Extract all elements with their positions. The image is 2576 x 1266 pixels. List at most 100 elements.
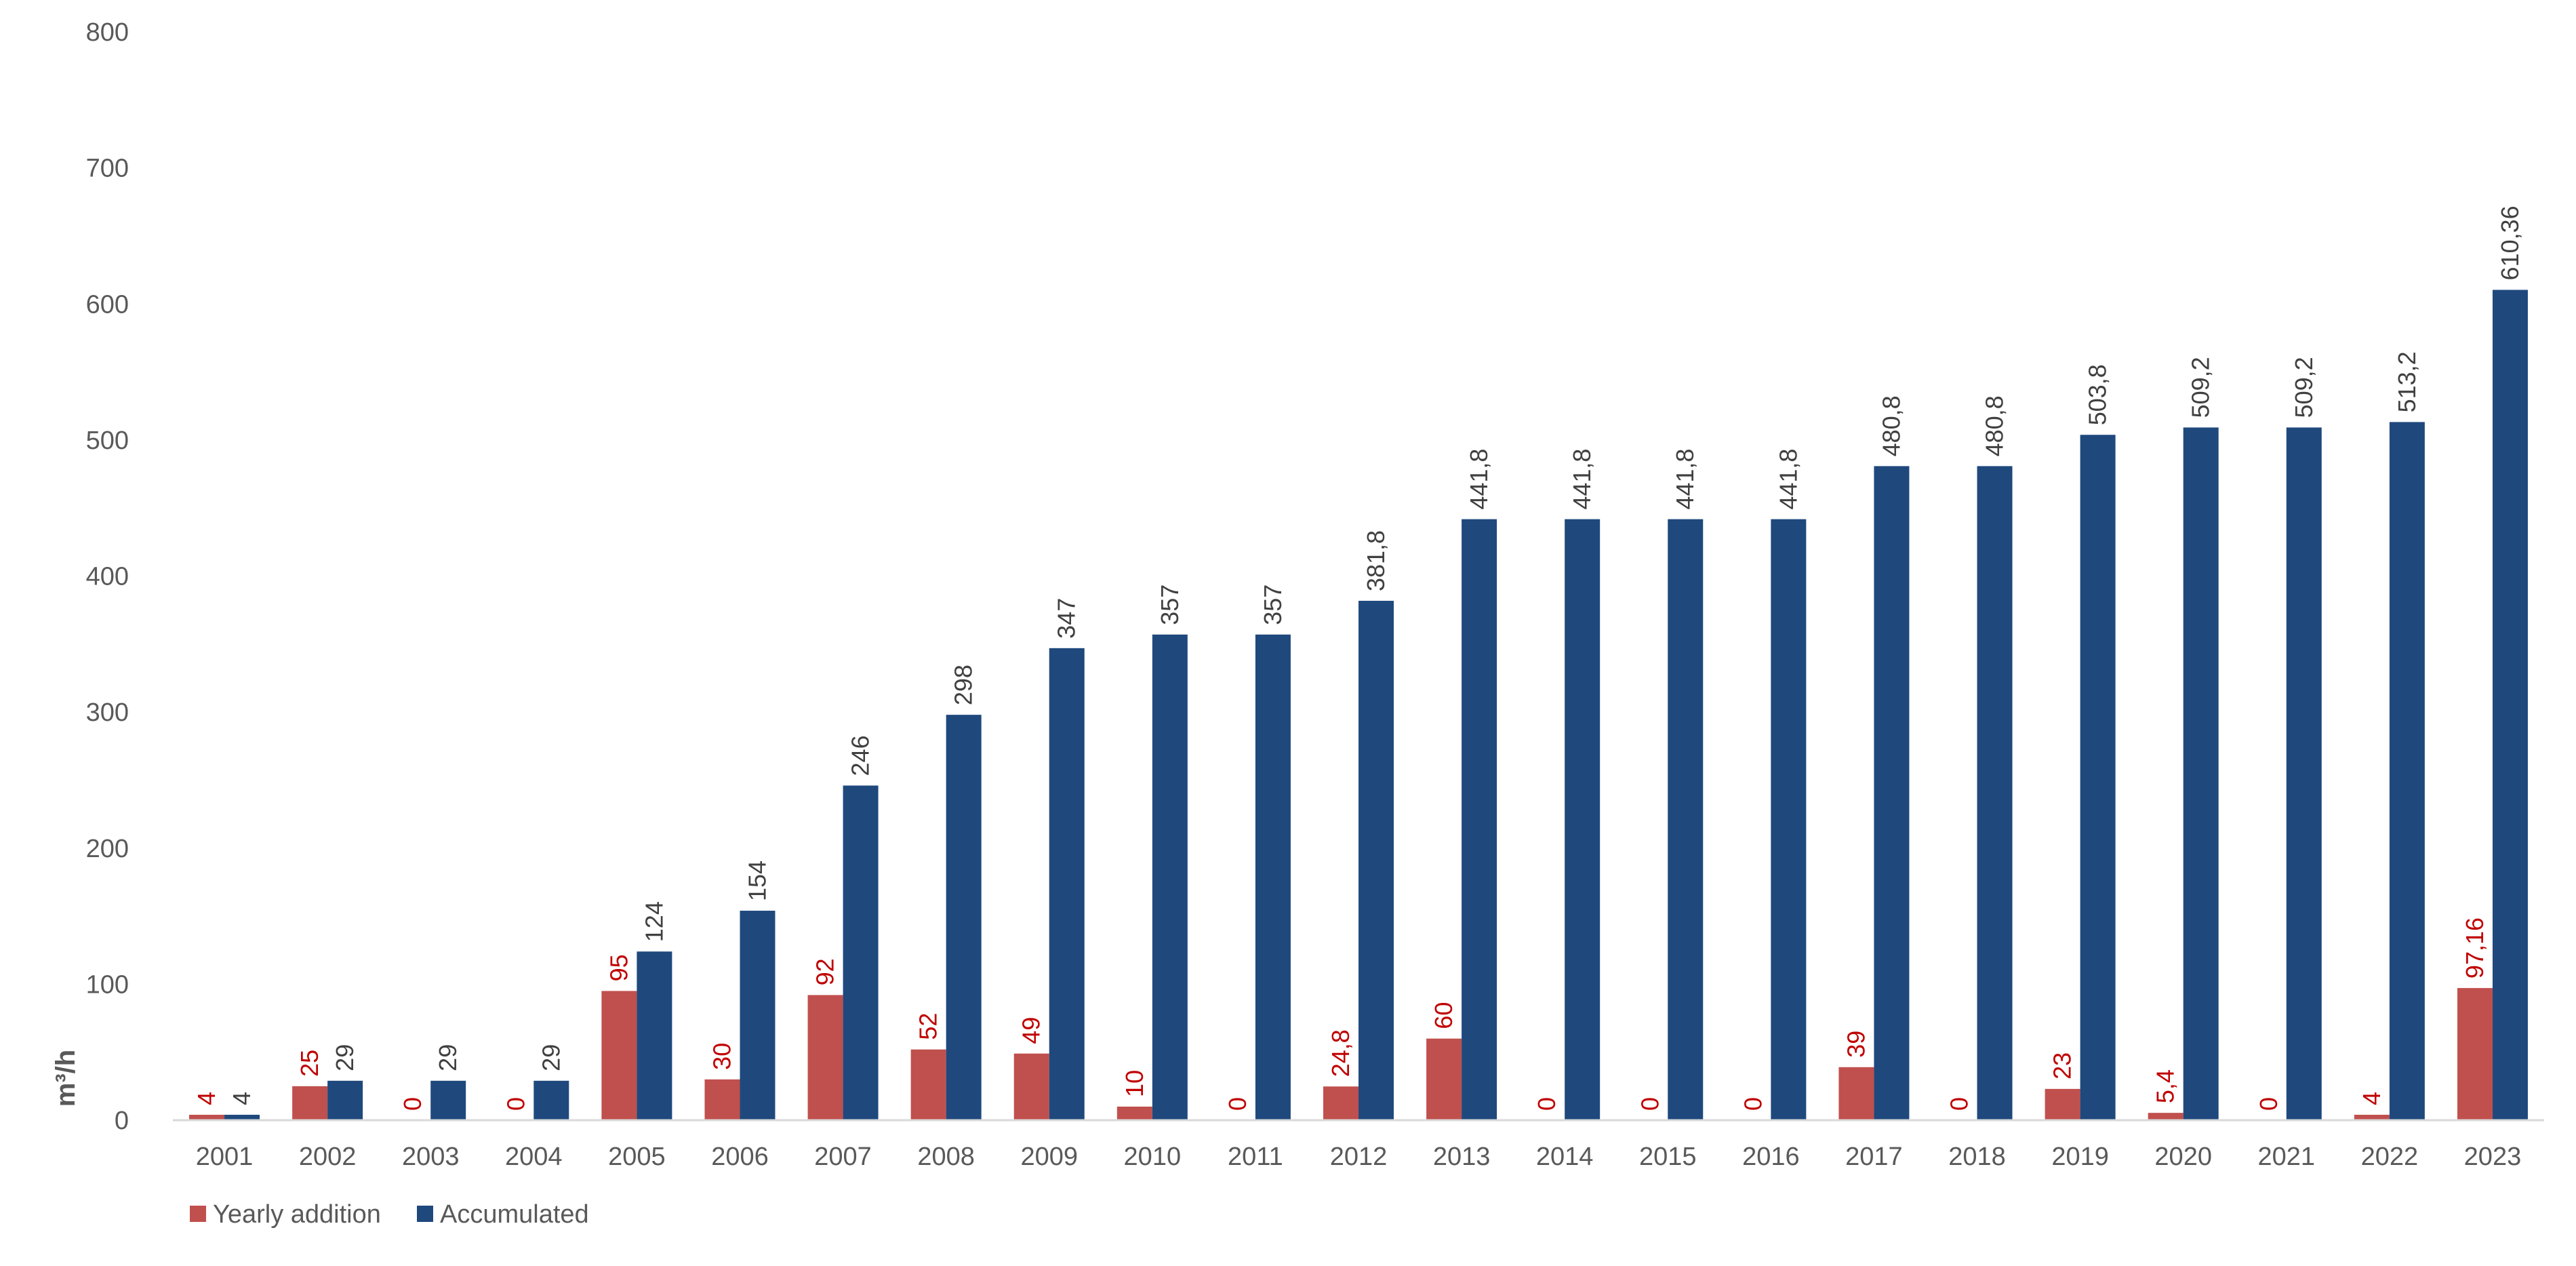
data-label-yearly-addition: 60 [1430,1002,1457,1029]
x-tick-label: 2018 [1948,1143,2006,1171]
x-tick-label: 2015 [1639,1143,1697,1171]
data-label-yearly-addition: 49 [1018,1017,1045,1044]
bar-yearly-addition [910,1049,946,1120]
data-labels: 4 425 290290299512430154922465229849347103… [193,205,2524,1111]
bar-accumulated [637,951,672,1120]
data-label-accumulated: 480,8 [1877,395,1905,456]
bar-accumulated [740,911,776,1120]
data-label-yearly-addition: 39 [1842,1031,1870,1058]
y-tick-label: 500 [86,427,129,455]
data-label-accumulated: 246 [847,735,874,776]
bar-accumulated [2492,290,2528,1121]
data-label-yearly-addition: 4 [193,1092,220,1105]
data-label-accumulated: 509,2 [2187,357,2215,418]
data-label-accumulated: 509,2 [2290,357,2318,418]
x-tick-label: 2013 [1433,1143,1491,1171]
data-label-yearly-addition: 97,16 [2461,917,2489,978]
data-label-yearly-addition: 0 [1533,1097,1561,1111]
data-label-yearly-addition: 0 [2255,1097,2282,1111]
data-label-accumulated: 381,8 [1362,530,1390,591]
data-label-accumulated: 357 [1156,585,1184,625]
bar-accumulated [1049,648,1085,1120]
x-tick-label: 2021 [2258,1143,2316,1171]
data-label-accumulated: 29 [434,1044,462,1071]
data-label-accumulated: 441,8 [1465,449,1493,510]
bar-accumulated [2389,422,2425,1120]
bar-yearly-addition [601,991,637,1120]
bar-yearly-addition [189,1114,225,1120]
x-tick-label: 2014 [1536,1143,1594,1171]
data-label-yearly-addition: 0 [502,1097,529,1111]
bar-accumulated [1977,466,2013,1120]
bar-yearly-addition [1013,1053,1049,1120]
y-tick-label: 800 [86,18,129,47]
x-tick-label: 2008 [917,1143,975,1171]
data-label-yearly-addition: 5,4 [2152,1069,2179,1103]
data-label-yearly-addition: 0 [1946,1097,1973,1111]
legend-label-yearly-addition: Yearly addition [213,1200,381,1229]
x-tick-label: 2022 [2361,1143,2419,1171]
data-label-accumulated: 441,8 [1774,449,1802,510]
bar-accumulated [2286,427,2322,1120]
y-tick-label: 100 [86,970,129,999]
bar-accumulated [1771,519,1807,1120]
x-tick-label: 2016 [1742,1143,1800,1171]
data-label-yearly-addition: 95 [605,954,632,981]
bar-accumulated [224,1114,260,1120]
data-label-accumulated: 480,8 [1981,395,2009,456]
data-label-yearly-addition: 23 [2049,1052,2076,1080]
data-label-accumulated: 347 [1053,598,1081,639]
x-tick-label: 2001 [196,1143,254,1171]
data-label-accumulated: 4 [228,1092,256,1105]
x-tick-label: 2019 [2051,1143,2109,1171]
bar-accumulated [843,785,879,1120]
data-label-accumulated: 357 [1259,585,1287,625]
data-label-yearly-addition: 24,8 [1327,1029,1354,1077]
data-label-yearly-addition: 0 [1224,1097,1251,1111]
data-label-yearly-addition: 4 [2358,1092,2386,1105]
data-label-accumulated: 441,8 [1568,449,1596,510]
x-tick-label: 2007 [814,1143,872,1171]
data-label-accumulated: 154 [743,861,771,901]
y-tick-label: 700 [86,155,129,183]
data-label-yearly-addition: 52 [914,1013,942,1040]
data-label-accumulated: 29 [331,1044,359,1071]
bar-accumulated [1462,519,1497,1120]
y-axis-ticks: 0 100 200 300 400 500 600 700 800 [86,18,129,1135]
x-axis-ticks: 2001 2002 2003 2004 2005 2006 2007 2008 2009 2010… [196,1143,2521,1171]
data-label-accumulated: 441,8 [1671,449,1699,510]
bar-yearly-addition [2354,1114,2390,1120]
bar-yearly-addition [1426,1038,1462,1120]
bar-yearly-addition [1838,1067,1874,1120]
x-tick-label: 2003 [402,1143,460,1171]
bar-accumulated [534,1080,569,1120]
bar-accumulated [1359,601,1394,1120]
data-label-yearly-addition: 92 [811,958,839,985]
data-label-yearly-addition: 0 [399,1097,426,1111]
bar-yearly-addition [2045,1088,2080,1120]
bar-yearly-addition [807,995,843,1120]
bar-accumulated [1874,466,1910,1120]
y-tick-label: 600 [86,290,129,319]
bar-yearly-addition [2457,988,2493,1120]
legend-swatch-accumulated [417,1206,433,1222]
bar-accumulated [1565,519,1601,1120]
data-label-yearly-addition: 25 [296,1050,323,1077]
y-tick-label: 0 [115,1107,129,1135]
data-label-accumulated: 503,8 [2084,364,2112,425]
x-tick-label: 2010 [1124,1143,1182,1171]
legend: Yearly addition Accumulated [190,1200,589,1229]
bar-accumulated [1668,519,1704,1120]
bar-yearly-addition [1116,1106,1152,1120]
bar-accumulated [946,715,982,1120]
data-label-accumulated: 298 [950,665,978,705]
legend-swatch-yearly-addition [190,1206,206,1222]
bars [189,290,2528,1121]
legend-label-accumulated: Accumulated [440,1200,589,1229]
x-tick-label: 2006 [711,1143,769,1171]
y-axis-title: m³/h [51,1050,81,1107]
data-label-accumulated: 513,2 [2393,351,2421,412]
bar-accumulated [1152,634,1188,1120]
